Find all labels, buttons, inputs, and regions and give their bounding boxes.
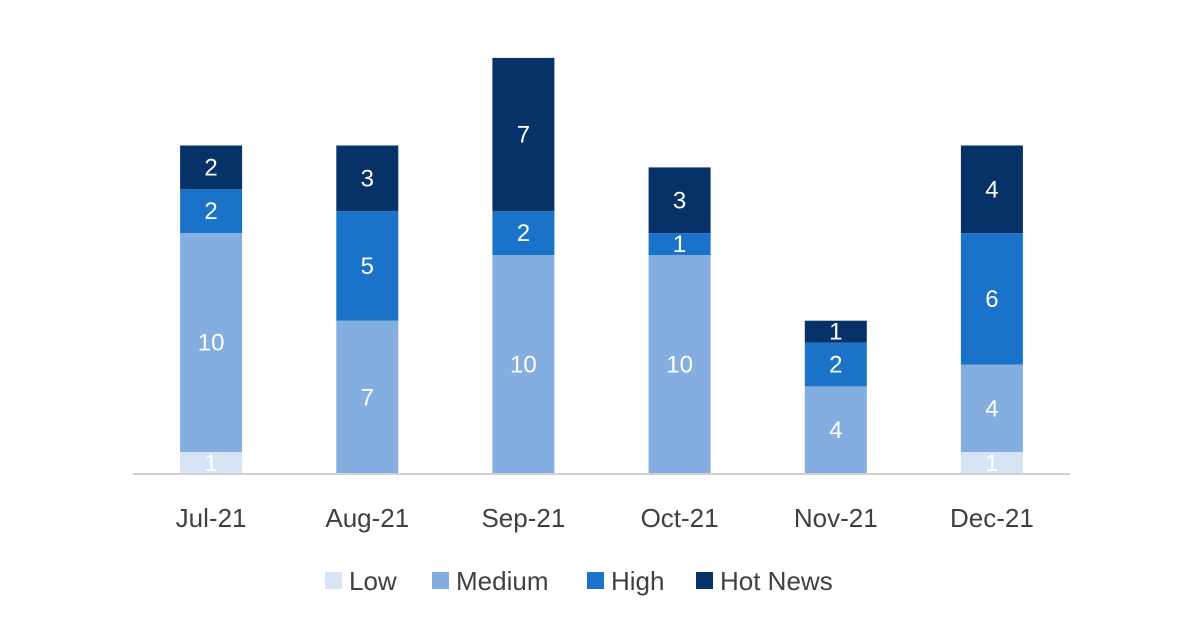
bar-segment-high-nov-21	[804, 342, 867, 387]
data-label: 1	[829, 319, 842, 346]
data-label: 2	[517, 220, 530, 247]
data-label: 10	[198, 330, 225, 357]
legend-label: High	[611, 566, 664, 596]
bar-segment-high-jul-21	[180, 189, 243, 234]
data-label: 1	[204, 450, 217, 477]
legend-label: Low	[349, 566, 397, 596]
data-label: 4	[985, 176, 998, 203]
legend-label: Medium	[456, 566, 548, 596]
x-tick-labels: Jul-21 Aug-21 Sep-21 Oct-21 Nov-21 Dec-21	[176, 503, 1034, 533]
legend: Low Medium High Hot News	[325, 566, 833, 596]
legend-swatch	[587, 572, 604, 589]
bar-segment-hot-news-aug-21	[336, 145, 399, 212]
bar-segment-medium-oct-21	[648, 255, 711, 474]
bar-segment-hot-news-oct-21	[648, 167, 711, 234]
bar-segment-high-oct-21	[648, 233, 711, 255]
bar-segment-high-aug-21	[336, 211, 399, 321]
legend-swatch	[325, 572, 342, 589]
data-label: 4	[985, 395, 998, 422]
x-tick-label: Oct-21	[641, 503, 719, 533]
bar-segment-medium-nov-21	[804, 386, 867, 474]
data-label: 4	[829, 417, 842, 444]
bar-segment-hot-news-jul-21	[180, 145, 243, 190]
legend-swatch	[432, 572, 449, 589]
bar-segment-hot-news-nov-21	[804, 320, 867, 343]
x-tick-label: Dec-21	[950, 503, 1034, 533]
data-label: 3	[673, 187, 686, 214]
bar-segment-medium-dec-21	[960, 364, 1023, 453]
legend-swatch	[696, 572, 713, 589]
data-label: 5	[361, 253, 374, 280]
data-label: 2	[829, 352, 842, 379]
bar-segment-hot-news-dec-21	[960, 145, 1023, 234]
x-tick-label: Aug-21	[325, 503, 409, 533]
x-tick-label: Nov-21	[794, 503, 878, 533]
data-label: 2	[204, 154, 217, 181]
bar-segment-high-sep-21	[492, 211, 555, 255]
data-label: 7	[361, 384, 374, 411]
bar-segment-low-jul-21	[180, 452, 243, 474]
data-label: 7	[517, 122, 530, 149]
legend-label: Hot News	[720, 566, 833, 596]
data-label: 10	[666, 352, 693, 379]
x-tick-label: Jul-21	[176, 503, 247, 533]
bar-segment-high-dec-21	[960, 233, 1023, 365]
bar-segment-medium-sep-21	[492, 255, 555, 474]
data-label: 2	[204, 198, 217, 225]
bar-segment-hot-news-sep-21	[492, 57, 555, 212]
data-label: 1	[673, 231, 686, 258]
bar-segment-medium-aug-21	[336, 320, 399, 474]
data-label: 1	[985, 450, 998, 477]
bar-segment-medium-jul-21	[180, 233, 243, 453]
data-label: 6	[985, 286, 998, 313]
data-label: 3	[361, 165, 374, 192]
x-tick-label: Sep-21	[481, 503, 565, 533]
bar-segment-low-dec-21	[960, 452, 1023, 474]
data-label: 10	[510, 352, 537, 379]
